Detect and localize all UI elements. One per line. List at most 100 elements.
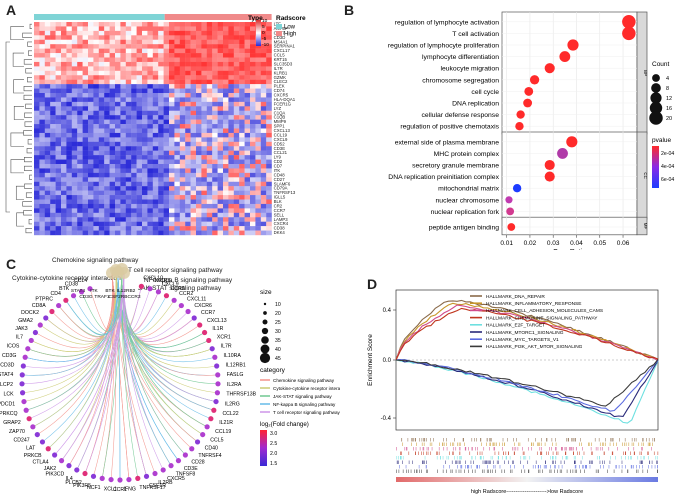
- heatmap-cell: [61, 115, 67, 120]
- heatmap-cell: [196, 101, 202, 107]
- heatmap-cell: [158, 53, 164, 58]
- heatmap-cell: [147, 168, 153, 174]
- heatmap-cell: [98, 177, 105, 182]
- heatmap-cell: [250, 106, 256, 111]
- heatmap-cell: [206, 106, 213, 111]
- heatmap-cell: [255, 146, 261, 151]
- heatmap-cell: [196, 110, 202, 116]
- heatmap-cell: [104, 186, 110, 191]
- heatmap-cell: [250, 230, 256, 236]
- heatmap-cell: [66, 119, 72, 125]
- heatmap-cell: [44, 203, 51, 209]
- heatmap-cell: [223, 48, 229, 54]
- dendrogram-branch: [24, 112, 32, 118]
- heatmap-cell: [93, 132, 99, 138]
- heatmap-cell: [82, 212, 89, 218]
- series-legend-label: HALLMARK_CHEMOKINE_SIGNALING_PATHWAY: [486, 315, 598, 321]
- heatmap-cell: [136, 217, 143, 222]
- gene-node: [143, 473, 150, 479]
- gene-label: CXCL13: [207, 318, 227, 324]
- heatmap-cell: [158, 141, 164, 147]
- heatmap-cell: [228, 164, 234, 169]
- heatmap-cell: [233, 22, 240, 27]
- heatmap-cell: [39, 128, 45, 134]
- heatmap-cell: [104, 181, 110, 187]
- gene-label: CD8A: [32, 303, 46, 309]
- heatmap-cell: [66, 146, 72, 151]
- heatmap-cell: [115, 106, 121, 111]
- heatmap-cell: [190, 195, 197, 200]
- heatmap-cell: [223, 35, 229, 40]
- heatmap-cell: [44, 110, 51, 116]
- heatmap-cell: [88, 115, 94, 120]
- heatmap-cell: [206, 155, 213, 160]
- heatmap-cell: [61, 66, 67, 72]
- cnet-edge: [117, 271, 179, 461]
- term-label: cellular defense response: [422, 112, 500, 119]
- heatmap-cell: [244, 132, 251, 138]
- heatmap-cell: [120, 177, 126, 182]
- heatmap-cell: [50, 124, 56, 129]
- heatmap-cell: [115, 53, 121, 58]
- heatmap-cell: [98, 195, 105, 200]
- heatmap-cell: [228, 84, 234, 89]
- heatmap-cell: [196, 230, 202, 236]
- heatmap-cell: [147, 124, 153, 129]
- heatmap-cell: [142, 48, 148, 54]
- heatmap-cell: [260, 30, 267, 36]
- heatmap-cell: [206, 35, 213, 40]
- heatmap-cell: [206, 230, 213, 236]
- heatmap-cell: [244, 66, 251, 72]
- heatmap-cell: [39, 53, 45, 58]
- heatmap-cell: [163, 168, 170, 174]
- gene-node: [182, 452, 188, 458]
- heatmap-cell: [255, 132, 261, 138]
- heatmap-cell: [223, 226, 229, 231]
- heatmap-cell: [39, 168, 45, 174]
- gene-node: [19, 390, 26, 396]
- heatmap-cell: [77, 172, 83, 178]
- heatmap-cell: [44, 57, 51, 63]
- heatmap-cell: [212, 75, 218, 80]
- heatmap-cell: [66, 93, 72, 98]
- heatmap-cell: [179, 93, 186, 98]
- heatmap-cell: [174, 137, 180, 143]
- heatmap-cell: [174, 97, 180, 103]
- gene-node: [22, 354, 28, 360]
- heatmap-cell: [233, 106, 240, 111]
- heatmap-cell: [98, 132, 105, 138]
- heatmap-cell: [34, 195, 40, 200]
- heatmap-cell: [212, 195, 218, 200]
- heatmap-cell: [109, 137, 116, 143]
- heatmap-cell: [260, 221, 267, 227]
- heatmap-cell: [228, 226, 234, 231]
- heatmap-cell: [34, 35, 40, 40]
- heatmap-cell: [158, 172, 164, 178]
- heatmap-cell: [212, 230, 218, 236]
- heatmap-cell: [174, 172, 180, 178]
- heatmap-cell: [125, 26, 132, 32]
- heatmap-cell: [109, 48, 116, 54]
- heatmap-cell: [250, 181, 256, 187]
- heatmap-cell: [158, 48, 164, 54]
- heatmap-cell: [233, 168, 240, 174]
- gene-node: [32, 329, 39, 336]
- heatmap-cell: [179, 101, 186, 107]
- hub-gene-label: ITK: [90, 288, 98, 294]
- heatmap-cell: [136, 177, 143, 182]
- heatmap-cell: [260, 48, 267, 54]
- gene-label: CCR7: [274, 208, 286, 213]
- heatmap-cell: [169, 141, 175, 147]
- heatmap-cell: [147, 141, 153, 147]
- heatmap-cell: [66, 221, 72, 227]
- heatmap-cell: [158, 226, 164, 231]
- heatmap-cell: [201, 137, 207, 143]
- heatmap-cell: [125, 128, 132, 134]
- cnet-edge: [54, 272, 125, 456]
- gene-label: IL10RA: [224, 353, 242, 359]
- gene-label: IL2RG: [225, 401, 240, 407]
- heatmap-cell: [223, 208, 229, 214]
- category-legend-title: category: [260, 367, 286, 374]
- gsea-curve: [395, 359, 659, 424]
- heatmap-cell: [158, 119, 164, 125]
